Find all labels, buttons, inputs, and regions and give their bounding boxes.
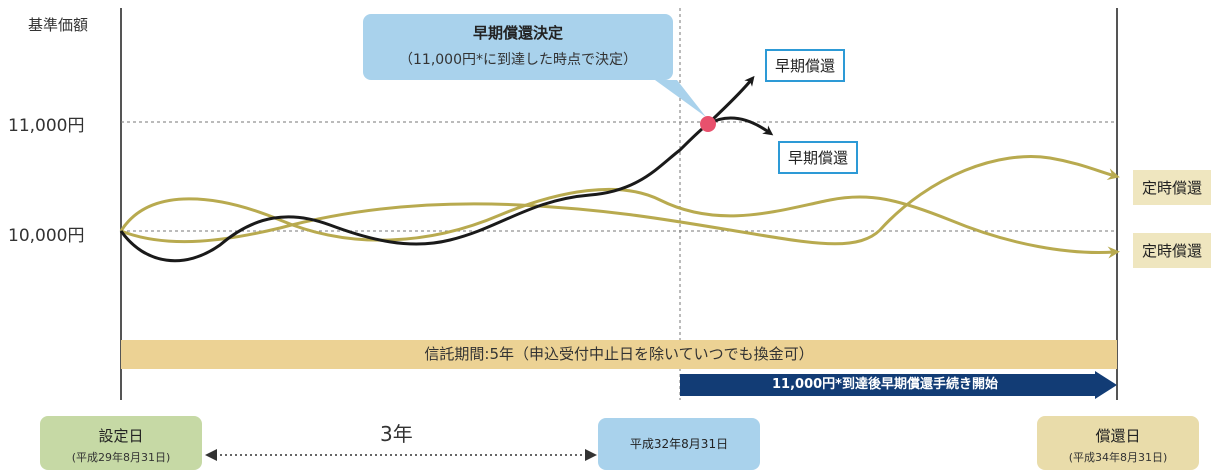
scheduled-path-lower xyxy=(119,187,1120,259)
scheduled-path-upper xyxy=(120,155,1120,246)
span-arrow-left-icon xyxy=(205,449,217,461)
early-arrow-down xyxy=(707,116,774,136)
callout-note: （11,000円*に到達した時点で決定） xyxy=(399,52,637,68)
early-redemption-callout: 早期償還決定 （11,000円*に到達した時点で決定） xyxy=(363,14,673,80)
tick-10000: 10,000円 xyxy=(8,226,85,246)
early-redemption-label-upper: 早期償還 xyxy=(765,49,846,82)
mid-date-value: 平成32年8月31日 xyxy=(629,437,729,451)
start-date-label: 設定日 xyxy=(98,427,144,445)
early-redemption-label-lower: 早期償還 xyxy=(778,141,859,174)
scheduled-redemption-label-upper: 定時償還 xyxy=(1133,170,1212,205)
early-redemption-path xyxy=(119,122,709,263)
axis-title: 基準価額 xyxy=(28,16,89,34)
end-date-value: (平成34年8月31日) xyxy=(1068,451,1168,464)
span-arrow-right-icon xyxy=(585,449,597,461)
callout-title: 早期償還決定 xyxy=(472,24,563,42)
start-date-value: (平成29年8月31日) xyxy=(71,451,171,464)
end-date-box: 償還日 (平成34年8月31日) xyxy=(1037,416,1199,470)
start-date-box: 設定日 (平成29年8月31日) xyxy=(40,416,202,470)
procedure-arrow xyxy=(680,371,1117,399)
end-date-label: 償還日 xyxy=(1095,427,1141,445)
tick-11000: 11,000円 xyxy=(8,116,85,136)
trust-period-bar: 信託期間:5年（申込受付中止日を除いていつでも換金可） xyxy=(121,340,1117,369)
callout-pointer xyxy=(655,80,706,117)
scheduled-redemption-label-lower: 定時償還 xyxy=(1133,233,1212,268)
mid-date-box: 平成32年8月31日 xyxy=(598,418,760,470)
trigger-point xyxy=(700,116,716,132)
procedure-label: 11,000円*到達後早期償還手続き開始 xyxy=(772,377,998,392)
span-3-years-label: 3年 xyxy=(380,422,413,446)
